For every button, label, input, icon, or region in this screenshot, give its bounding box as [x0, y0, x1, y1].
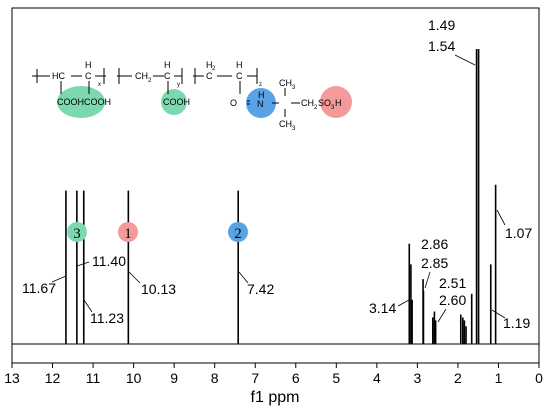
peak-label-2-60: 2.60: [439, 292, 466, 308]
struct-o: O: [230, 98, 237, 108]
struct-ch2so3h-sub: 2: [314, 105, 318, 111]
struct-ch3-bot-sub: 3: [292, 126, 296, 132]
leader-10-13: [128, 271, 141, 284]
x-tick-label-9: 9: [170, 370, 178, 386]
polymer-structure: HC H C x CH 2 H C y H 2 C H C z COOHCOOH…: [32, 60, 352, 132]
struct-cooh-cooh: COOHCOOH: [57, 97, 111, 107]
peak-label-1-07: 1.07: [505, 225, 532, 241]
marker-2-circle: [228, 222, 248, 242]
cooh-cooh-highlight: [57, 86, 105, 118]
leader-7-42: [238, 271, 249, 284]
peak-label-11-40: 11.40: [92, 253, 126, 269]
struct-ch3-top: CH: [279, 78, 292, 88]
x-tick-label-2: 2: [454, 370, 462, 386]
struct-z: z: [259, 82, 262, 88]
struct-h1: H: [85, 60, 92, 70]
struct-nh-h: H: [258, 90, 265, 100]
x-axis-label: f1 ppm: [251, 389, 300, 406]
peak-label-2-86: 2.86: [421, 236, 448, 252]
x-tick-label-0: 0: [535, 370, 543, 386]
x-tick-label-4: 4: [373, 370, 381, 386]
x-tick-label-13: 13: [4, 370, 20, 386]
cooh-highlight: [161, 89, 187, 115]
struct-c3: C: [206, 71, 213, 81]
leader-1-54: [454, 54, 476, 66]
leader-2-60: [437, 308, 447, 323]
struct-nh-n: N: [257, 99, 264, 109]
x-tick-label-12: 12: [45, 370, 61, 386]
peak-label-2-85: 2.85: [421, 255, 448, 271]
peak-label-1-54: 1.54: [428, 38, 455, 54]
peak-label-2-51: 2.51: [439, 275, 466, 291]
peak-label-11-23: 11.23: [90, 310, 124, 326]
peak-label-11-67: 11.67: [22, 280, 56, 296]
leader-11-67: [51, 275, 67, 283]
assignment-marker-3: 3: [67, 222, 87, 242]
struct-so3h-sub: 3: [331, 105, 335, 111]
struct-h3: H: [236, 60, 243, 70]
x-tick-label-11: 11: [86, 370, 101, 386]
struct-ch3-bot: CH: [279, 119, 292, 129]
x-tick-label-7: 7: [251, 370, 259, 386]
struct-ch3-top-sub: 3: [292, 85, 296, 91]
plot-frame: [11, 7, 540, 364]
struct-c1: C: [85, 71, 92, 81]
leader-1-07: [496, 209, 506, 226]
struct-so3h: SO: [318, 98, 331, 108]
marker-2-label: 2: [234, 226, 242, 242]
struct-x: x: [98, 82, 101, 88]
peak-lines: [65, 49, 497, 344]
marker-1-circle: [118, 222, 138, 242]
struct-h2-top-sub: 2: [212, 66, 216, 72]
marker-1-label: 1: [124, 226, 132, 242]
x-tick-label-8: 8: [211, 370, 219, 386]
leader-2-85: [424, 271, 431, 289]
struct-h2-top: H: [206, 60, 213, 70]
marker-3-label: 3: [73, 226, 81, 242]
struct-ch2: CH: [135, 71, 148, 81]
struct-c4: C: [236, 71, 243, 81]
leader-11-40: [76, 261, 90, 267]
leader-3-14: [397, 299, 410, 307]
leader-11-23: [83, 299, 93, 313]
so3h-highlight: [320, 86, 352, 118]
struct-ch2-sub: 2: [148, 78, 152, 84]
struct-h2: H: [164, 60, 171, 70]
struct-hc: HC: [52, 71, 65, 81]
x-tick-label-6: 6: [292, 370, 300, 386]
peak-label-3-14: 3.14: [369, 300, 396, 316]
struct-c2: C: [164, 71, 171, 81]
struct-cooh: COOH: [163, 97, 190, 107]
assignment-marker-2: 2: [228, 222, 248, 242]
assignment-marker-1: 1: [118, 222, 138, 242]
struct-so3h-tail: H: [335, 98, 342, 108]
struct-y: y: [177, 82, 180, 88]
x-tick-label-10: 10: [126, 370, 142, 386]
peak-labels: 11.67 11.40 11.23 10.13 7.42 3.14 2.86 2…: [22, 17, 532, 331]
peak-label-1-19: 1.19: [503, 315, 530, 331]
peak-label-10-13: 10.13: [141, 281, 176, 297]
marker-3-circle: [67, 222, 87, 242]
x-tick-label-1: 1: [495, 370, 503, 386]
x-tick-label-5: 5: [332, 370, 340, 386]
x-axis-ticks: 13 12 11 10 9 8 7 6 5 4 3 2 1 0: [4, 363, 543, 386]
struct-ch2so3h: CH: [301, 98, 314, 108]
nh-highlight: [246, 88, 276, 118]
leader-1-19: [491, 309, 506, 319]
x-tick-label-3: 3: [413, 370, 421, 386]
peak-label-7-42: 7.42: [247, 281, 274, 297]
peak-label-1-49: 1.49: [428, 17, 455, 33]
